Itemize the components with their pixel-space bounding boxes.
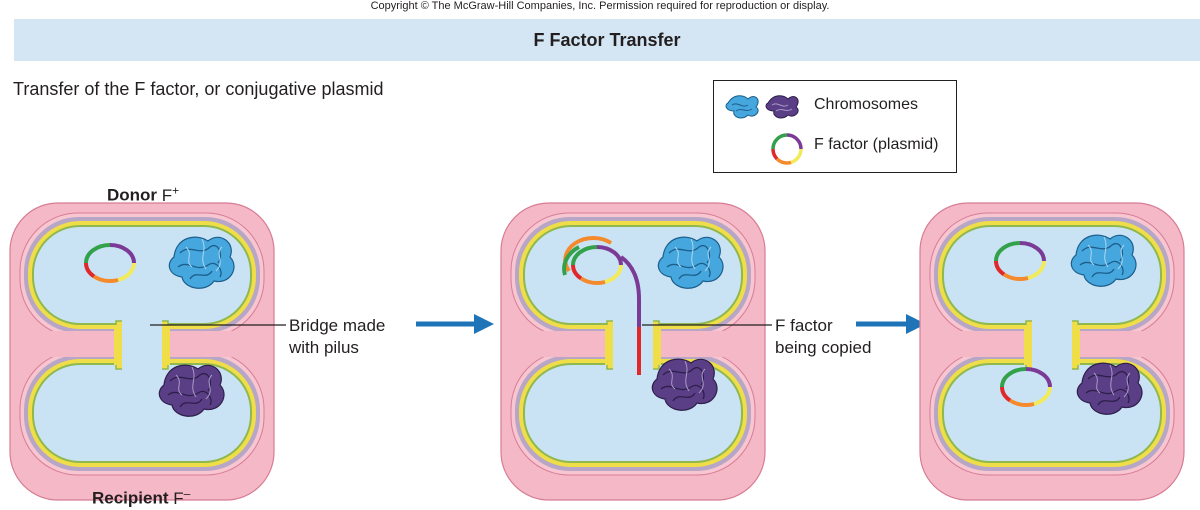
bridge-label-line2: with pilus <box>289 338 359 357</box>
arrow-step-2 <box>856 314 926 334</box>
bridge-label: Bridge made with pilus <box>289 315 385 359</box>
donor-label-bold: Donor <box>107 185 158 205</box>
cell-pair-initial <box>9 202 275 501</box>
legend-plasmid-icon <box>771 133 803 165</box>
copy-label-line1: F factor <box>775 316 833 335</box>
legend-f-factor-label: F factor (plasmid) <box>814 136 939 153</box>
cell-pair-copying <box>500 202 766 501</box>
diagram-subtitle: Transfer of the F factor, or conjugative… <box>13 79 384 99</box>
bridge-label-line1: Bridge made <box>289 316 386 335</box>
copy-label: F factor being copied <box>775 315 871 359</box>
title-bar: F Factor Transfer <box>14 19 1200 61</box>
legend-purple-chromosome-icon <box>765 95 799 119</box>
transfer-strand <box>619 255 641 375</box>
arrow-step-1 <box>416 314 494 334</box>
page-title: F Factor Transfer <box>533 29 681 50</box>
recipient-label-type: F– <box>173 486 191 508</box>
recipient-label-bold: Recipient <box>92 488 169 508</box>
legend-blue-chromosome-icon <box>725 95 759 119</box>
copyright-notice: Copyright © The McGraw-Hill Companies, I… <box>370 0 830 12</box>
donor-label: Donor F+ <box>107 179 179 207</box>
copy-label-line2: being copied <box>775 338 872 357</box>
legend: Chromosomes F factor (plasmid) <box>713 80 957 173</box>
recipient-label: Recipient F– <box>92 482 190 510</box>
donor-label-type: F+ <box>161 183 180 205</box>
copying-plasmid <box>562 236 623 286</box>
cell-pair-final <box>919 202 1185 501</box>
legend-chromosomes-label: Chromosomes <box>814 96 919 113</box>
legend-icons <box>725 95 803 165</box>
